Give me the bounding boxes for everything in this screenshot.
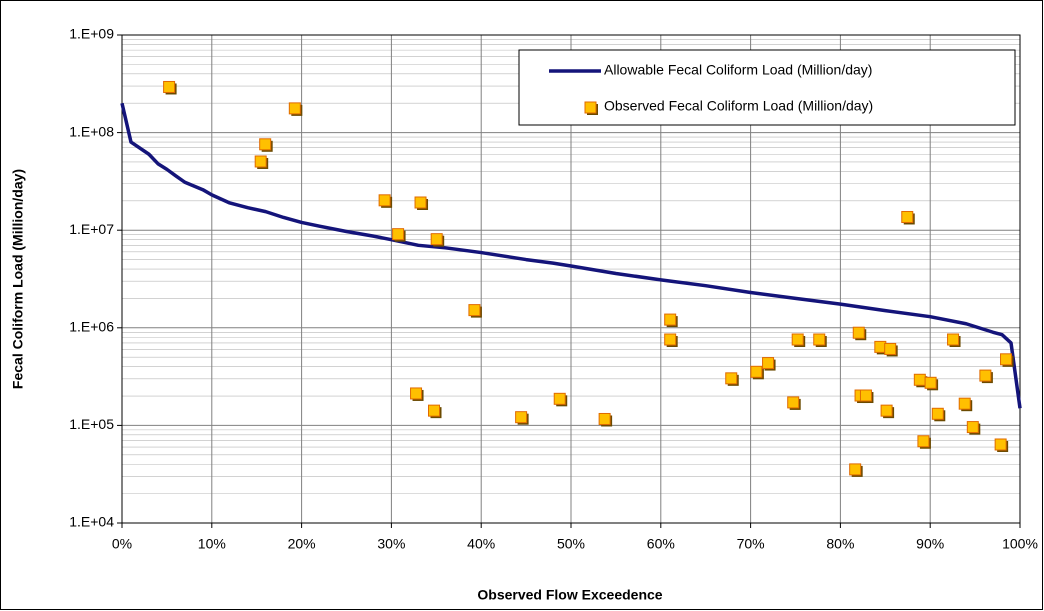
point: [994, 438, 1007, 451]
point: [917, 435, 930, 448]
point: [787, 396, 800, 409]
point: [378, 194, 391, 207]
x-tick-label: 100%: [1002, 536, 1038, 552]
point: [859, 389, 872, 402]
point: [874, 340, 887, 353]
plot-border: [121, 34, 1021, 524]
legend-box: [518, 49, 1016, 126]
x-tick-label: 10%: [198, 536, 226, 552]
point: [259, 138, 272, 151]
point: [392, 228, 405, 241]
y-axis-label: Fecal Coliform Load (Million/day): [10, 169, 26, 389]
y-tick-label: 1.E+09: [69, 26, 114, 42]
point: [884, 342, 897, 355]
point: [664, 333, 677, 346]
legend-label: Observed Fecal Coliform Load (Million/da…: [604, 98, 873, 114]
y-tick-label: 1.E+08: [69, 123, 114, 139]
point: [966, 421, 979, 434]
x-tick-label: 60%: [647, 536, 675, 552]
x-axis-label: Observed Flow Exceedence: [477, 587, 662, 603]
point: [1000, 353, 1013, 366]
y-tick-label: 1.E+07: [69, 221, 114, 237]
point: [664, 313, 677, 326]
point: [288, 102, 301, 115]
point: [958, 397, 971, 410]
point: [813, 333, 826, 346]
y-tick-label: 1.E+06: [69, 319, 114, 335]
legend-marker: [584, 101, 597, 114]
point: [553, 392, 566, 405]
x-tick-label: 50%: [557, 536, 585, 552]
x-tick-label: 80%: [826, 536, 854, 552]
point: [931, 407, 944, 420]
point: [852, 326, 865, 339]
point: [410, 387, 423, 400]
point: [430, 233, 443, 246]
point: [849, 463, 862, 476]
point: [762, 357, 775, 370]
y-tick-label: 1.E+05: [69, 416, 114, 432]
point: [947, 333, 960, 346]
point: [901, 210, 914, 223]
x-tick-label: 40%: [467, 536, 495, 552]
x-tick-label: 90%: [916, 536, 944, 552]
point: [979, 369, 992, 382]
legend-label: Allowable Fecal Coliform Load (Million/d…: [604, 62, 872, 78]
point: [791, 333, 804, 346]
point: [414, 196, 427, 209]
point: [163, 80, 176, 93]
point: [913, 373, 926, 386]
point: [725, 372, 738, 385]
point: [515, 411, 528, 424]
point: [924, 376, 937, 389]
x-tick-label: 0%: [112, 536, 132, 552]
y-tick-label: 1.E+04: [69, 514, 114, 530]
x-tick-label: 20%: [288, 536, 316, 552]
point: [750, 365, 763, 378]
point: [598, 412, 611, 425]
x-tick-label: 30%: [377, 536, 405, 552]
point: [468, 304, 481, 317]
point: [254, 155, 267, 168]
x-tick-label: 70%: [737, 536, 765, 552]
line: [120, 102, 1022, 409]
point: [880, 404, 893, 417]
point: [428, 404, 441, 417]
